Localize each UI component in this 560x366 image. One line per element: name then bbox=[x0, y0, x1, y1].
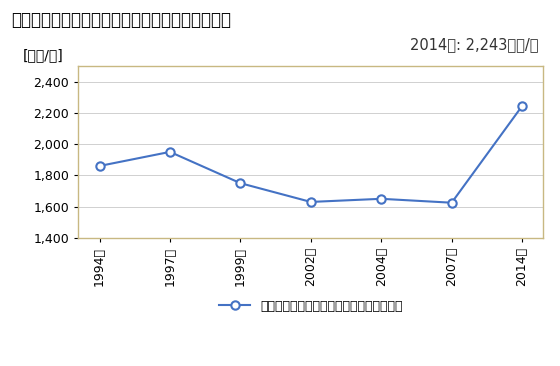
Line: 小売業の従業者一人当たり年間商品販売額: 小売業の従業者一人当たり年間商品販売額 bbox=[95, 102, 526, 207]
小売業の従業者一人当たり年間商品販売額 bbox=[307, 200, 314, 204]
Text: [万円/人]: [万円/人] bbox=[22, 48, 63, 63]
小売業の従業者一人当たり年間商品販売額 bbox=[166, 150, 173, 154]
小売業の従業者一人当たり年間商品販売額 bbox=[96, 164, 103, 168]
小売業の従業者一人当たり年間商品販売額 bbox=[449, 201, 455, 205]
Text: 2014年: 2,243万円/人: 2014年: 2,243万円/人 bbox=[410, 37, 539, 52]
小売業の従業者一人当たり年間商品販売額 bbox=[519, 104, 525, 108]
Legend: 小売業の従業者一人当たり年間商品販売額: 小売業の従業者一人当たり年間商品販売額 bbox=[214, 295, 408, 318]
Text: 小売業の従業者一人当たり年間商品販売額の推移: 小売業の従業者一人当たり年間商品販売額の推移 bbox=[11, 11, 231, 29]
小売業の従業者一人当たり年間商品販売額 bbox=[378, 197, 385, 201]
小売業の従業者一人当たり年間商品販売額 bbox=[237, 181, 244, 185]
